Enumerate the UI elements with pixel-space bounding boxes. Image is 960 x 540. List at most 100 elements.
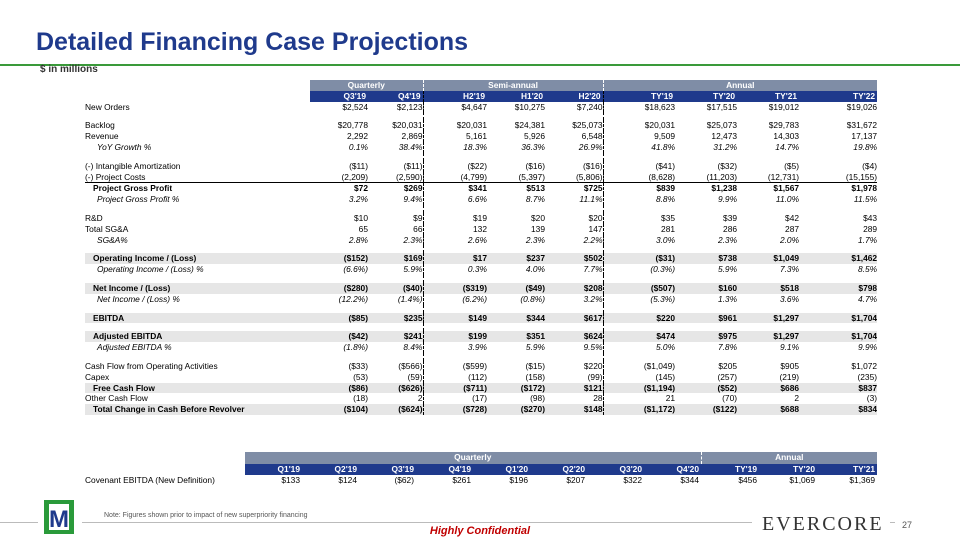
table-cell: $686	[737, 382, 800, 394]
company-logo: M	[44, 500, 74, 534]
table-row: SG&A% 2.8% 2.3% 2.6% 2.3% 2.2% 3.0% 2.3% 2.0% 1.7…	[85, 234, 877, 246]
table-cell: $35	[661, 212, 676, 223]
table-cell: 66	[368, 223, 424, 235]
column-group-annual: Annual	[701, 452, 878, 464]
table-cell: 8.4%	[368, 342, 424, 353]
table-cell: 4.0%	[525, 264, 545, 275]
table-cell: 9.4%	[368, 194, 424, 205]
footer-line-left	[0, 522, 38, 523]
table-cell: 5,161	[466, 131, 487, 142]
table-cell: 18.3%	[463, 141, 487, 152]
table-row: (-) Project Costs (2,209) (2,590) (4,799) (5…	[85, 171, 877, 183]
table-cell: ($15)	[525, 360, 545, 371]
column-header: TY'20	[759, 463, 817, 475]
table-cell: 12,473	[711, 131, 738, 142]
table-cell: ($1,194)	[603, 382, 676, 394]
table-cell: $124	[338, 475, 357, 485]
table-cell: $474	[603, 331, 676, 343]
table-cell: $7,240	[545, 101, 604, 113]
table-cell: 17,137	[851, 131, 878, 142]
table-cell: 6,548	[545, 131, 604, 142]
table-cell: 3.2%	[348, 194, 368, 205]
evercore-brand: Evercore	[762, 513, 884, 535]
table-row: Total SG&A 65 66 132 139 147 281 286 287 289	[85, 223, 877, 235]
table-cell: $1,072	[851, 360, 878, 371]
table-cell: (59)	[368, 371, 424, 383]
table-cell: $17,515	[706, 101, 738, 112]
column-header: Q3'19	[310, 90, 368, 102]
row-label: Operating Income / (Loss) %	[97, 264, 204, 275]
table-row: Backlog $20,778 $20,031 $20,031 $24,381 $25,0…	[85, 120, 877, 132]
units-subtitle: $ in millions	[40, 64, 98, 75]
table-cell: 8.7%	[525, 194, 545, 205]
table-cell: $341	[423, 182, 487, 195]
table-cell: ($31)	[603, 253, 676, 265]
table-cell: $196	[509, 475, 528, 485]
table-cell: 14.7%	[775, 141, 800, 152]
table-cell: 2.6%	[467, 234, 487, 245]
table-cell: $18,623	[644, 101, 676, 112]
table-cell: ($42)	[310, 331, 368, 343]
column-header-row: Q3'19 Q4'19 H2'19 H1'20 H2'20 TY'19 TY'20 TY'21…	[85, 90, 878, 102]
table-cell: ($41)	[655, 160, 676, 171]
table-cell: 5,926	[524, 131, 545, 142]
table-cell: $1,978	[799, 182, 878, 195]
table-cell: $1,704	[799, 331, 878, 343]
table-cell: 286	[723, 223, 738, 234]
table-cell: $20	[531, 212, 545, 223]
column-header: Q2'20	[530, 463, 587, 475]
row-label: Project Gross Profit	[85, 182, 310, 195]
table-cell: $617	[545, 312, 604, 324]
table-cell: 2	[368, 393, 424, 405]
table-cell: 8.8%	[655, 194, 676, 205]
table-row: Total Change in Cash Before Revolver ($10…	[85, 404, 878, 415]
table-cell: $20,778	[337, 120, 368, 131]
table-row: Revenue 2,292 2,869 5,161 5,926 6,548 9,509 12,…	[85, 131, 877, 142]
table-cell: ($40)	[368, 282, 424, 294]
table-cell: $1,297	[737, 312, 800, 324]
column-group-semi-annual: Semi-annual	[423, 80, 604, 91]
row-label: (-) Project Costs	[85, 171, 146, 182]
table-cell: ($33)	[348, 360, 368, 371]
spacer-row	[85, 152, 877, 161]
table-cell: ($4)	[862, 160, 878, 171]
column-header: Q4'20	[644, 463, 701, 475]
table-cell: $19,026	[846, 101, 878, 112]
table-cell: 5.9%	[717, 264, 738, 275]
table-row: Adjusted EBITDA % (1.8%) 8.4% 3.9% 5.9% 9.5% 5…	[85, 342, 877, 353]
table-cell: $20	[545, 212, 604, 224]
table-cell: 65	[358, 223, 368, 234]
column-header: Q4'19	[368, 90, 424, 102]
table-row: YoY Growth % 0.1% 38.4% 18.3% 36.3% 26.9% 41.8…	[85, 141, 877, 153]
table-row: Net Income / (Loss) ($280) ($40) ($319) ($49…	[85, 282, 878, 294]
table-cell: $4,647	[461, 101, 487, 112]
table-row: Other Cash Flow (18) 2 (17) (98) 28 21 (70) 2 (3)	[85, 393, 877, 405]
confidential-label: Highly Confidential	[429, 525, 531, 537]
column-header: Q2'19	[302, 463, 359, 475]
column-header: Q1'19	[245, 463, 302, 475]
table-cell: (18)	[353, 393, 368, 404]
column-group-header: Quarterly Annual	[85, 452, 878, 464]
table-cell: ($86)	[310, 382, 368, 394]
table-row: Net Income / (Loss) % (12.2%) (1.4%) (6.2%)…	[85, 293, 877, 305]
column-group-quarterly: Quarterly	[310, 80, 424, 91]
table-cell: $624	[545, 331, 604, 343]
table-cell: ($11)	[349, 160, 368, 171]
table-cell: ($626)	[368, 382, 424, 394]
table-cell: $121	[545, 382, 604, 394]
column-group-quarterly: Quarterly	[245, 452, 702, 464]
table-cell: (2,209)	[341, 171, 368, 182]
table-cell: ($152)	[310, 253, 368, 265]
table-cell: 3.0%	[655, 234, 676, 245]
table-cell: 7.7%	[545, 264, 604, 275]
row-label: Net Income / (Loss)	[85, 282, 310, 294]
table-cell: (0.8%)	[520, 293, 545, 304]
footnote: Note: Figures shown prior to impact of n…	[104, 512, 308, 519]
table-cell: (17)	[472, 393, 487, 404]
row-label: Total Change in Cash Before Revolver	[85, 404, 310, 415]
table-cell: 28	[545, 393, 604, 405]
table-cell: (53)	[353, 371, 368, 382]
table-row: Project Gross Profit % 3.2% 9.4% 6.6% 8.7% 11…	[85, 194, 877, 205]
table-cell: 2,292	[347, 131, 368, 142]
page-title: Detailed Financing Case Projections	[36, 28, 469, 56]
